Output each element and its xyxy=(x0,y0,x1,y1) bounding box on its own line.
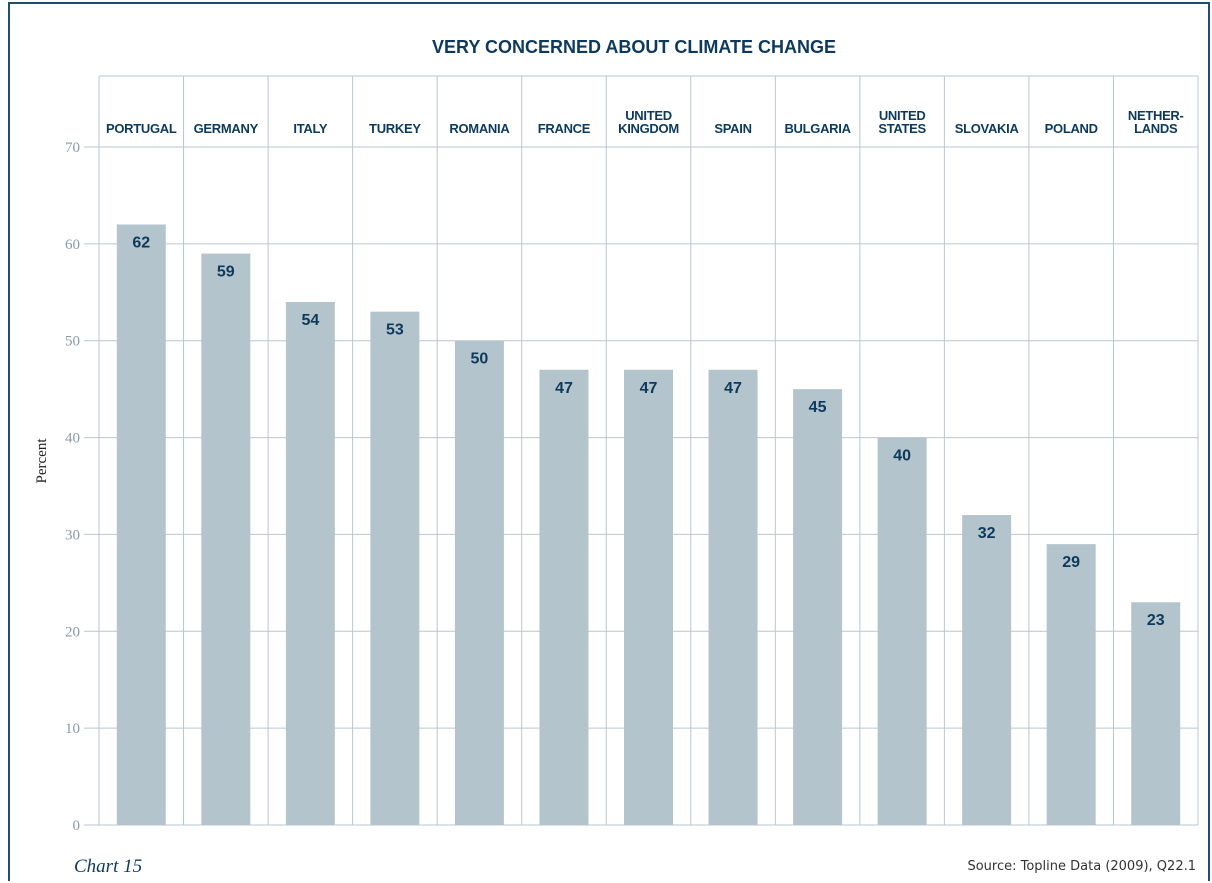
data-label-2: 54 xyxy=(301,312,319,329)
bar-9 xyxy=(877,437,927,825)
bars xyxy=(116,224,1181,826)
data-label-8: 45 xyxy=(809,399,827,416)
data-label-11: 29 xyxy=(1062,554,1080,571)
data-label-3: 53 xyxy=(386,322,404,339)
bar-10 xyxy=(962,515,1012,825)
bar-11 xyxy=(1046,544,1096,825)
y-tick-label-10: 10 xyxy=(65,721,80,737)
y-tick-label-20: 20 xyxy=(65,624,80,640)
data-label-1: 59 xyxy=(217,264,235,281)
category-label-2: ITALY xyxy=(293,121,328,136)
y-axis-label: Percent xyxy=(34,438,50,484)
bar-0 xyxy=(116,224,166,825)
data-label-0: 62 xyxy=(132,234,150,251)
category-label-9: UNITED STATES xyxy=(878,108,926,136)
bar-2 xyxy=(285,301,335,825)
y-axis-ticks: 0 10 20 30 40 50 60 70 xyxy=(65,140,80,834)
bar-4 xyxy=(454,340,504,825)
y-tick-label-0: 0 xyxy=(73,818,81,834)
chart-frame xyxy=(8,2,1210,881)
category-labels: PORTUGAL GERMANY ITALY TURKEY ROMANIA FRANCE U… xyxy=(106,108,1184,136)
category-label-7: SPAIN xyxy=(714,121,751,136)
category-label-3: TURKEY xyxy=(369,121,421,136)
y-tick-label-60: 60 xyxy=(65,237,80,253)
category-label-11: POLAND xyxy=(1045,121,1098,136)
category-label-5: FRANCE xyxy=(538,121,591,136)
data-label-4: 50 xyxy=(471,351,489,368)
bar-3 xyxy=(370,311,420,826)
bar-1 xyxy=(201,253,251,826)
source-note: Source: Topline Data (2009), Q22.1 xyxy=(967,859,1196,874)
chart-caption: Chart 15 xyxy=(74,856,143,877)
category-label-8: BULGARIA xyxy=(784,121,851,136)
data-label-7: 47 xyxy=(724,380,742,397)
chart-title: VERY CONCERNED ABOUT CLIMATE CHANGE xyxy=(432,37,836,57)
bar-8 xyxy=(793,389,843,825)
y-tick-label-70: 70 xyxy=(65,140,80,156)
category-label-0: PORTUGAL xyxy=(106,121,177,136)
data-label-12: 23 xyxy=(1147,612,1165,629)
category-label-6: UNITED KINGDOM xyxy=(618,108,679,136)
bar-6 xyxy=(624,369,673,825)
grid-lines xyxy=(84,75,1199,826)
data-label-10: 32 xyxy=(978,525,996,542)
bar-7 xyxy=(708,369,758,825)
data-label-9: 40 xyxy=(893,448,911,465)
category-label-12: NETHER-LANDS xyxy=(1128,108,1184,136)
category-label-1: GERMANY xyxy=(194,121,259,136)
y-tick-label-50: 50 xyxy=(65,334,80,350)
data-label-6: 47 xyxy=(640,380,658,397)
bar-12 xyxy=(1131,602,1181,825)
category-label-4: ROMANIA xyxy=(449,121,510,136)
bar-5 xyxy=(539,369,589,825)
y-tick-label-40: 40 xyxy=(65,431,80,447)
data-labels: 62 59 54 53 50 47 47 47 45 40 32 29 23 xyxy=(132,234,1164,629)
y-tick-label-30: 30 xyxy=(65,527,80,543)
category-label-10: SLOVAKIA xyxy=(955,121,1020,136)
data-label-5: 47 xyxy=(555,380,573,397)
